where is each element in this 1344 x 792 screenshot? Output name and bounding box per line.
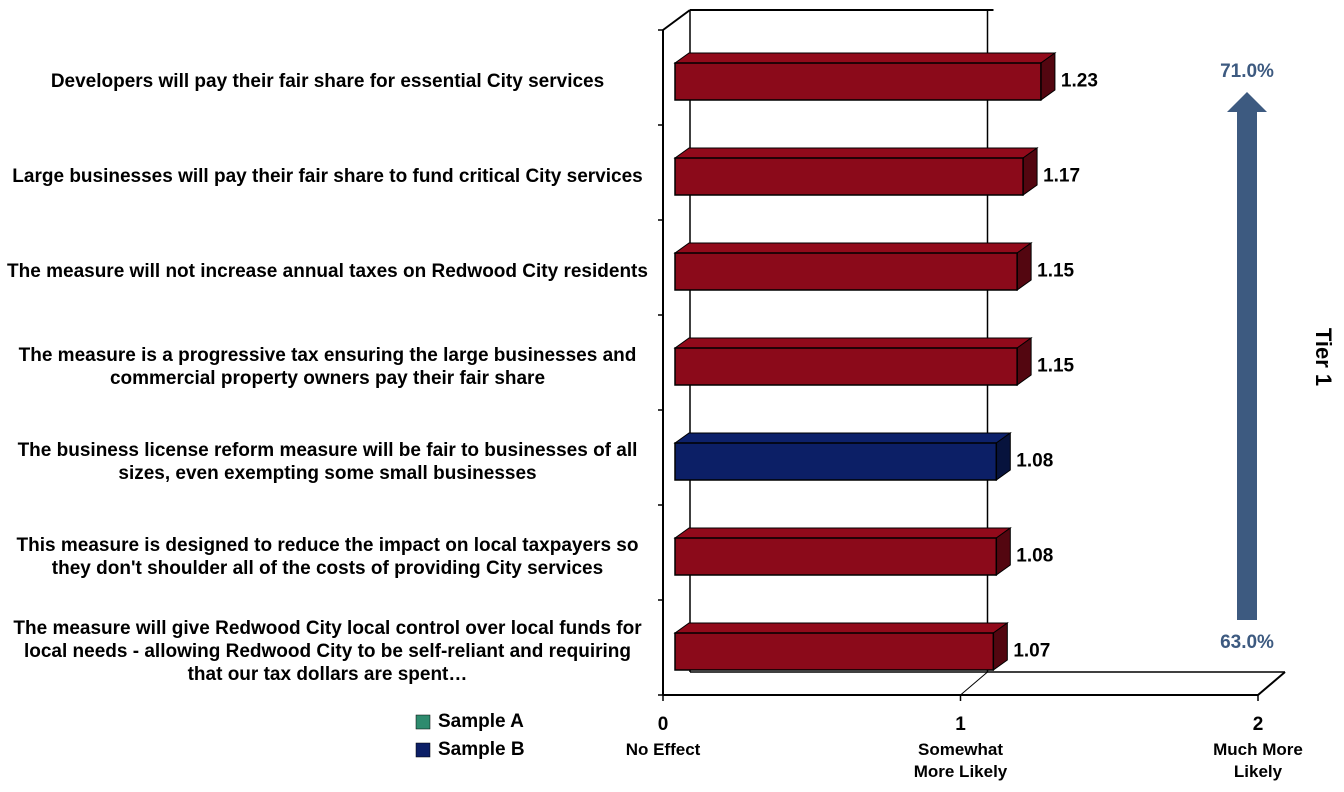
bar — [674, 252, 1018, 291]
legend-label: Sample A — [438, 711, 524, 732]
bar — [674, 157, 1024, 196]
category-label: Large businesses will pay their fair sha… — [12, 166, 643, 187]
value-label: 1.07 — [1013, 641, 1050, 662]
bar-top — [673, 147, 1039, 159]
bar-top — [673, 527, 1012, 539]
category-label: The measure is a progressive tax ensurin… — [18, 344, 637, 389]
floor-edge — [1257, 671, 1286, 696]
x-tick-label: 0 — [658, 714, 669, 735]
legend-swatch — [415, 742, 431, 758]
x-tick-caption: Much More Likely — [1213, 740, 1303, 781]
arrow — [1227, 92, 1267, 620]
x-tick-caption: Somewhat More Likely — [913, 740, 1008, 781]
bar-top — [673, 52, 1057, 64]
x-tick-caption: No Effect — [625, 740, 701, 759]
bar-top — [673, 622, 1009, 634]
value-label: 1.15 — [1037, 356, 1074, 377]
value-label: 1.08 — [1016, 451, 1053, 472]
category-label: This measure is designed to reduce the i… — [16, 534, 639, 579]
annotation: Tier 1 — [1311, 328, 1336, 386]
bar — [674, 632, 995, 671]
legend-swatch — [415, 714, 431, 730]
value-label: 1.15 — [1037, 261, 1074, 282]
value-label: 1.17 — [1043, 166, 1080, 187]
x-tick-label: 2 — [1253, 714, 1264, 735]
annotation: 71.0% — [1220, 61, 1274, 82]
value-label: 1.23 — [1061, 71, 1098, 92]
category-label: The measure will give Redwood City local… — [13, 618, 642, 685]
category-label: The measure will not increase annual tax… — [7, 261, 648, 282]
x-tick-label: 1 — [955, 714, 966, 735]
bar-top — [673, 337, 1033, 349]
category-label: The business license reform measure will… — [17, 439, 638, 484]
bar — [674, 537, 998, 576]
legend-label: Sample B — [438, 739, 525, 760]
value-label: 1.08 — [1016, 546, 1053, 567]
bar — [674, 62, 1042, 101]
bar — [674, 442, 998, 481]
bar — [674, 347, 1018, 386]
annotation: 63.0% — [1220, 632, 1274, 653]
bar-top — [673, 432, 1012, 444]
category-label: Developers will pay their fair share for… — [50, 71, 605, 92]
bar-top — [673, 242, 1033, 254]
grid-line — [960, 671, 988, 696]
wall-edge — [662, 9, 691, 31]
